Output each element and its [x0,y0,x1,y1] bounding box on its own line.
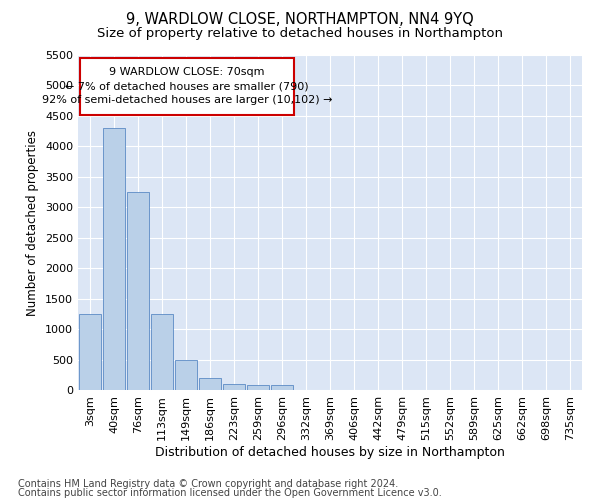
Bar [79,314,101,390]
Bar [247,386,269,390]
Text: Contains public sector information licensed under the Open Government Licence v3: Contains public sector information licen… [18,488,442,498]
Bar [223,384,245,390]
Text: 9 WARDLOW CLOSE: 70sqm
← 7% of detached houses are smaller (790)
92% of semi-det: 9 WARDLOW CLOSE: 70sqm ← 7% of detached … [42,68,332,106]
Text: Size of property relative to detached houses in Northampton: Size of property relative to detached ho… [97,28,503,40]
Bar [175,360,197,390]
Y-axis label: Number of detached properties: Number of detached properties [26,130,40,316]
Bar [127,192,149,390]
Text: Contains HM Land Registry data © Crown copyright and database right 2024.: Contains HM Land Registry data © Crown c… [18,479,398,489]
Bar [151,314,173,390]
FancyBboxPatch shape [80,58,294,114]
Bar [271,386,293,390]
Bar [199,378,221,390]
Text: 9, WARDLOW CLOSE, NORTHAMPTON, NN4 9YQ: 9, WARDLOW CLOSE, NORTHAMPTON, NN4 9YQ [126,12,474,28]
X-axis label: Distribution of detached houses by size in Northampton: Distribution of detached houses by size … [155,446,505,458]
Bar [103,128,125,390]
